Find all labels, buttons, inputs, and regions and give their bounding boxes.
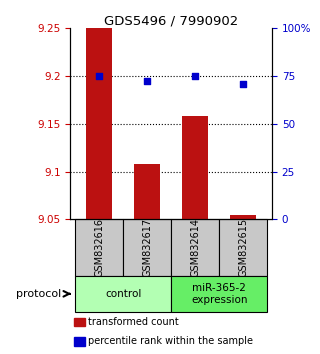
Bar	[134, 164, 160, 219]
Bar	[123, 219, 171, 276]
Bar	[86, 28, 112, 219]
Bar	[171, 276, 267, 312]
Bar	[219, 219, 267, 276]
Bar	[75, 219, 123, 276]
Title: GDS5496 / 7990902: GDS5496 / 7990902	[104, 14, 238, 27]
Bar	[171, 219, 219, 276]
Text: protocol: protocol	[16, 289, 61, 299]
Text: percentile rank within the sample: percentile rank within the sample	[88, 336, 253, 346]
Text: transformed count: transformed count	[88, 317, 179, 327]
Text: miR-365-2
expression: miR-365-2 expression	[191, 283, 247, 305]
Text: control: control	[105, 289, 141, 299]
Text: GSM832614: GSM832614	[190, 218, 200, 277]
Point	[145, 78, 150, 84]
Point	[193, 73, 198, 79]
Bar	[182, 116, 208, 219]
Text: GSM832616: GSM832616	[94, 218, 104, 277]
Bar	[75, 276, 171, 312]
Bar	[230, 215, 256, 219]
Point	[241, 81, 246, 87]
Text: GSM832617: GSM832617	[142, 218, 152, 278]
Text: GSM832615: GSM832615	[238, 218, 248, 278]
Point	[97, 73, 102, 79]
